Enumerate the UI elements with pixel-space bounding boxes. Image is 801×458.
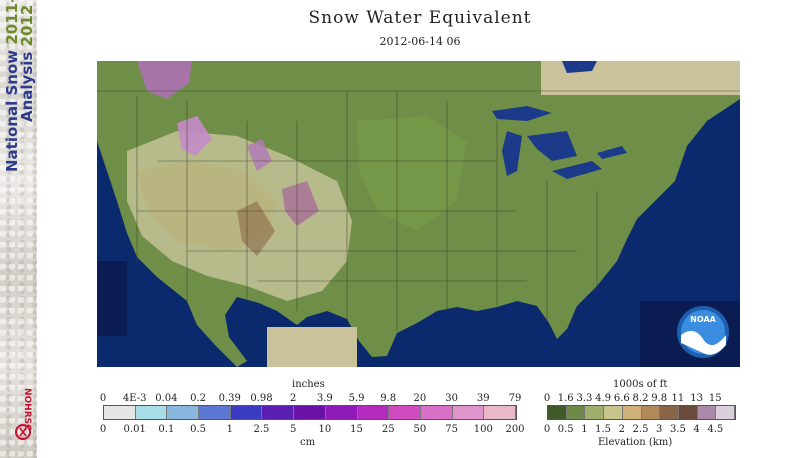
swe-color-bar — [103, 405, 517, 420]
legend-swatch — [357, 406, 390, 419]
swe-inch-tick-label: 0.04 — [155, 393, 178, 404]
legend-swatch — [230, 406, 263, 419]
swe-cm-ticks: 0 0.01 0.1 0.5 1 2.5 5 10 15 25 50 75 100 200 — [0, 424, 801, 436]
swe-cm-tick-label: 2.5 — [253, 424, 270, 435]
swe-inch-tick-label: 30 — [445, 393, 458, 404]
legend-swatch — [389, 406, 421, 419]
elev-km-ticks: 0 0.5 1 1.5 2 2.5 3 3.5 4 4.5 — [0, 424, 801, 436]
banner-subtitle-text: Analysis — [18, 46, 36, 122]
swe-inch-tick-label: 0 — [99, 393, 107, 404]
noaa-logo-icon: NOAA — [677, 306, 729, 358]
elev-km-tick-label: 0 — [543, 424, 551, 435]
swe-inch-tick-label: 20 — [413, 393, 427, 404]
legend-swatch — [452, 406, 485, 419]
legend-swatch — [294, 406, 326, 419]
map-canvas — [97, 61, 740, 367]
elev-km-tick-label: 3 — [656, 424, 663, 435]
snow-texture — [0, 0, 37, 458]
legend-swatch — [697, 406, 717, 419]
swe-inch-tick-label: 39 — [476, 393, 490, 404]
elev-km-tick-label: 1 — [581, 424, 588, 435]
elev-ft-ticks: 0 1.6 3.3 4.9 6.6 8.2 9.8 11 13 15 — [0, 393, 801, 405]
elev-unit-km: Elevation (km) — [598, 437, 673, 448]
map-title: Snow Water Equivalent — [308, 8, 532, 28]
elev-km-tick-label: 3.5 — [669, 424, 686, 435]
swe-cm-tick-label: 50 — [413, 424, 427, 435]
elev-km-tick-label: 2 — [618, 424, 625, 435]
sidebar-banner: National Snow 2011- Analysis 2012 NOHRSC — [0, 0, 37, 458]
swe-cm-tick-label: 25 — [381, 424, 395, 435]
swe-cm-tick-label: 15 — [350, 424, 363, 435]
swe-inch-tick-label: 0.2 — [190, 393, 207, 404]
legend-swatch — [716, 406, 736, 419]
elev-ft-tick-label: 3.3 — [576, 393, 593, 404]
elev-ft-tick-label: 4.9 — [595, 393, 612, 404]
swe-cm-tick-label: 0 — [99, 424, 107, 435]
swe-inch-tick-label: 3.9 — [316, 393, 333, 404]
elev-color-bar — [547, 405, 736, 420]
swe-cm-tick-label: 1 — [226, 424, 233, 435]
svg-text:NOHRSC: NOHRSC — [22, 388, 32, 431]
elev-km-tick-label: 2.5 — [632, 424, 649, 435]
elev-ft-tick-label: 6.6 — [613, 393, 630, 404]
swe-inch-tick-label: 4E-3 — [122, 393, 147, 404]
svg-text:NOAA: NOAA — [690, 315, 716, 324]
swe-unit-inches: inches — [292, 379, 325, 390]
elev-km-tick-label: 4 — [693, 424, 700, 435]
swe-cm-tick-label: 0.01 — [123, 424, 146, 435]
elev-km-tick-label: 4.5 — [707, 424, 724, 435]
snow-map[interactable] — [97, 61, 740, 367]
elev-km-tick-label: 1.5 — [595, 424, 612, 435]
elev-unit-feet: 1000s of ft — [613, 379, 668, 390]
legend-swatch — [199, 406, 231, 419]
elev-ft-tick-label: 8.2 — [632, 393, 649, 404]
elev-ft-tick-label: 9.8 — [651, 393, 668, 404]
swe-cm-tick-label: 200 — [505, 424, 525, 435]
swe-cm-tick-label: 5 — [289, 424, 297, 435]
swe-cm-tick-label: 75 — [445, 424, 458, 435]
swe-unit-cm: cm — [300, 437, 316, 448]
legend-swatch — [678, 406, 698, 419]
elev-km-tick-label: 0.5 — [557, 424, 574, 435]
swe-inch-tick-label: 0.98 — [250, 393, 273, 404]
legend-swatch — [641, 406, 661, 419]
swe-inch-tick-label: 9.8 — [380, 393, 397, 404]
swe-cm-tick-label: 100 — [473, 424, 493, 435]
legend-swatch — [622, 406, 642, 419]
legend-swatch — [585, 406, 605, 419]
legend-swatch — [135, 406, 168, 419]
swe-inch-tick-label: 0.39 — [218, 393, 241, 404]
map-timestamp: 2012-06-14 06 — [379, 35, 461, 48]
legend-swatch — [104, 406, 136, 419]
legend-swatch — [167, 406, 200, 419]
elev-ft-tick-label: 0 — [543, 393, 551, 404]
nohrsc-logo-icon: NOHRSC — [15, 388, 32, 440]
legend-swatch — [484, 406, 516, 419]
elev-ft-tick-label: 15 — [708, 393, 722, 404]
swe-inch-tick-label: 79 — [508, 393, 522, 404]
swe-inch-tick-label: 5.9 — [348, 393, 365, 404]
legend-swatch — [660, 406, 679, 419]
legend-swatch — [325, 406, 358, 419]
legend-swatch — [566, 406, 586, 419]
elev-ft-tick-label: 11 — [671, 393, 685, 404]
legend-swatch — [548, 406, 567, 419]
legend-swatch — [420, 406, 453, 419]
swe-cm-tick-label: 0.5 — [190, 424, 207, 435]
legend-swatch — [604, 406, 623, 419]
swe-cm-tick-label: 0.1 — [158, 424, 175, 435]
swe-inch-ticks: 0 4E-3 0.04 0.2 0.39 0.98 2 3.9 5.9 9.8 20 30 39 79 — [0, 393, 801, 405]
elev-ft-tick-label: 1.6 — [557, 393, 574, 404]
swe-inch-tick-label: 2 — [289, 393, 297, 404]
legend-swatch — [262, 406, 295, 419]
elev-ft-tick-label: 13 — [690, 393, 703, 404]
swe-cm-tick-label: 10 — [318, 424, 332, 435]
